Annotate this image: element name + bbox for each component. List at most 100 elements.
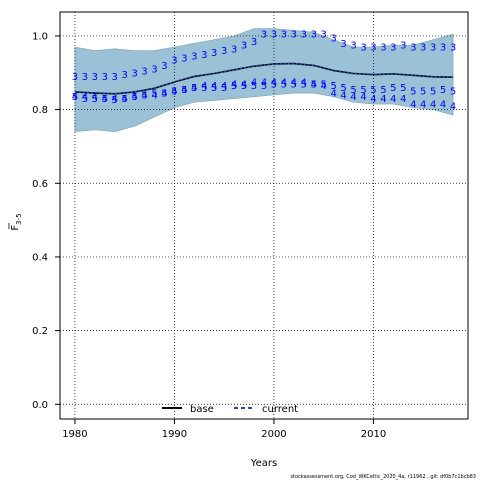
marker-label-4: 4 — [92, 92, 98, 103]
marker-label-4: 4 — [350, 92, 356, 103]
marker-label-4: 4 — [211, 81, 217, 92]
marker-label-3: 3 — [291, 30, 297, 41]
x-tick-label: 2000 — [261, 429, 286, 440]
marker-label-3: 3 — [151, 65, 157, 76]
marker-label-5: 5 — [171, 87, 177, 98]
marker-label-4: 4 — [82, 92, 88, 103]
marker-label-4: 4 — [440, 100, 446, 111]
marker-label-3: 3 — [410, 42, 416, 53]
marker-label-4: 4 — [330, 89, 336, 100]
marker-label-3: 3 — [72, 72, 78, 83]
marker-label-4: 4 — [281, 77, 287, 88]
marker-label-5: 5 — [221, 83, 227, 94]
marker-label-5: 5 — [301, 79, 307, 90]
marker-label-3: 3 — [241, 41, 247, 52]
legend: base current — [162, 404, 298, 415]
marker-label-3: 3 — [311, 30, 317, 41]
marker-label-4: 4 — [181, 85, 187, 96]
marker-label-4: 4 — [151, 90, 157, 101]
marker-label-4: 4 — [261, 77, 267, 88]
marker-label-5: 5 — [380, 85, 386, 96]
marker-label-5: 5 — [241, 81, 247, 92]
marker-label-4: 4 — [360, 92, 366, 103]
marker-label-3: 3 — [191, 52, 197, 63]
marker-label-5: 5 — [420, 87, 426, 98]
series-line-current — [74, 62, 454, 95]
y-tick-label: 0.4 — [32, 252, 48, 263]
marker-label-3: 3 — [131, 68, 137, 79]
x-tick-label: 1990 — [162, 429, 187, 440]
marker-label-3: 3 — [181, 54, 187, 65]
marker-label-3: 3 — [112, 72, 118, 83]
marker-label-4: 4 — [301, 77, 307, 88]
source-caption: stockassessment.org, Cod_WKCeltic_2020_4… — [290, 474, 476, 480]
marker-label-5: 5 — [370, 85, 376, 96]
marker-label-4: 4 — [321, 81, 327, 92]
marker-label-3: 3 — [92, 72, 98, 83]
marker-label-3: 3 — [261, 30, 267, 41]
y-tick-label: 0.2 — [32, 326, 48, 337]
marker-label-4: 4 — [370, 94, 376, 105]
marker-label-4: 4 — [430, 100, 436, 111]
marker-label-5: 5 — [211, 83, 217, 94]
marker-label-3: 3 — [141, 66, 147, 77]
marker-label-5: 5 — [92, 94, 98, 105]
marker-label-4: 4 — [221, 81, 227, 92]
marker-label-5: 5 — [330, 81, 336, 92]
marker-label-4: 4 — [251, 77, 257, 88]
marker-label-layer: 3 3 3 3 3 3 3 3 3 33 3 3 3 3 3 3 3 33 3 3 3 3 3 3 33 3 3 3 3 3 3 3 3 3 3 34… — [72, 30, 457, 113]
y-axis-title: F3-5 — [8, 213, 23, 231]
marker-label-4: 4 — [231, 79, 237, 90]
marker-label-5: 5 — [390, 83, 396, 94]
marker-label-4: 4 — [271, 77, 277, 88]
marker-label-5: 5 — [201, 83, 207, 94]
marker-label-3: 3 — [121, 70, 127, 81]
marker-label-5: 5 — [450, 87, 456, 98]
marker-label-3: 3 — [211, 48, 217, 59]
marker-label-3: 3 — [330, 33, 336, 44]
legend-current-label: current — [262, 404, 298, 415]
marker-label-4: 4 — [420, 100, 426, 111]
marker-label-4: 4 — [102, 94, 108, 105]
marker-label-4: 4 — [380, 94, 386, 105]
series-line-layer — [74, 62, 454, 95]
marker-label-5: 5 — [82, 94, 88, 105]
y-tick-label: 0.6 — [32, 179, 48, 190]
plot-frame — [59, 11, 469, 420]
marker-label-4: 4 — [291, 77, 297, 88]
x-axis-title: Years — [250, 458, 277, 469]
marker-label-4: 4 — [112, 94, 118, 105]
marker-label-4: 4 — [390, 94, 396, 105]
marker-label-5: 5 — [281, 79, 287, 90]
marker-label-4: 4 — [450, 101, 456, 112]
axis-layer: 1980 1990 2000 2010 0.0 0.2 0.4 0.6 0.8 1.0 — [32, 31, 386, 440]
marker-label-5: 5 — [440, 85, 446, 96]
marker-label-4: 4 — [201, 81, 207, 92]
marker-label-3: 3 — [281, 30, 287, 41]
marker-label-4: 4 — [161, 89, 167, 100]
marker-label-3: 3 — [102, 72, 108, 83]
marker-label-5: 5 — [311, 79, 317, 90]
marker-label-3: 3 — [440, 42, 446, 53]
marker-label-5: 5 — [161, 89, 167, 100]
marker-label-5: 5 — [231, 81, 237, 92]
marker-label-5: 5 — [271, 79, 277, 90]
marker-label-3: 3 — [400, 41, 406, 52]
marker-label-4: 4 — [171, 87, 177, 98]
marker-label-5: 5 — [410, 87, 416, 98]
marker-label-3: 3 — [380, 42, 386, 53]
marker-label-5: 5 — [141, 90, 147, 101]
marker-label-5: 5 — [251, 81, 257, 92]
marker-label-5: 5 — [340, 83, 346, 94]
marker-label-4: 4 — [131, 92, 137, 103]
marker-label-3: 3 — [360, 42, 366, 53]
marker-label-4: 4 — [340, 90, 346, 101]
marker-label-3: 3 — [171, 55, 177, 66]
y-axis-title-subscript: 3-5 — [15, 213, 23, 224]
marker-label-5: 5 — [112, 95, 118, 106]
marker-label-5: 5 — [321, 79, 327, 90]
svg-text:F3-5: F3-5 — [10, 213, 23, 230]
confidence-band — [74, 28, 454, 133]
y-tick-label: 1.0 — [32, 31, 48, 42]
